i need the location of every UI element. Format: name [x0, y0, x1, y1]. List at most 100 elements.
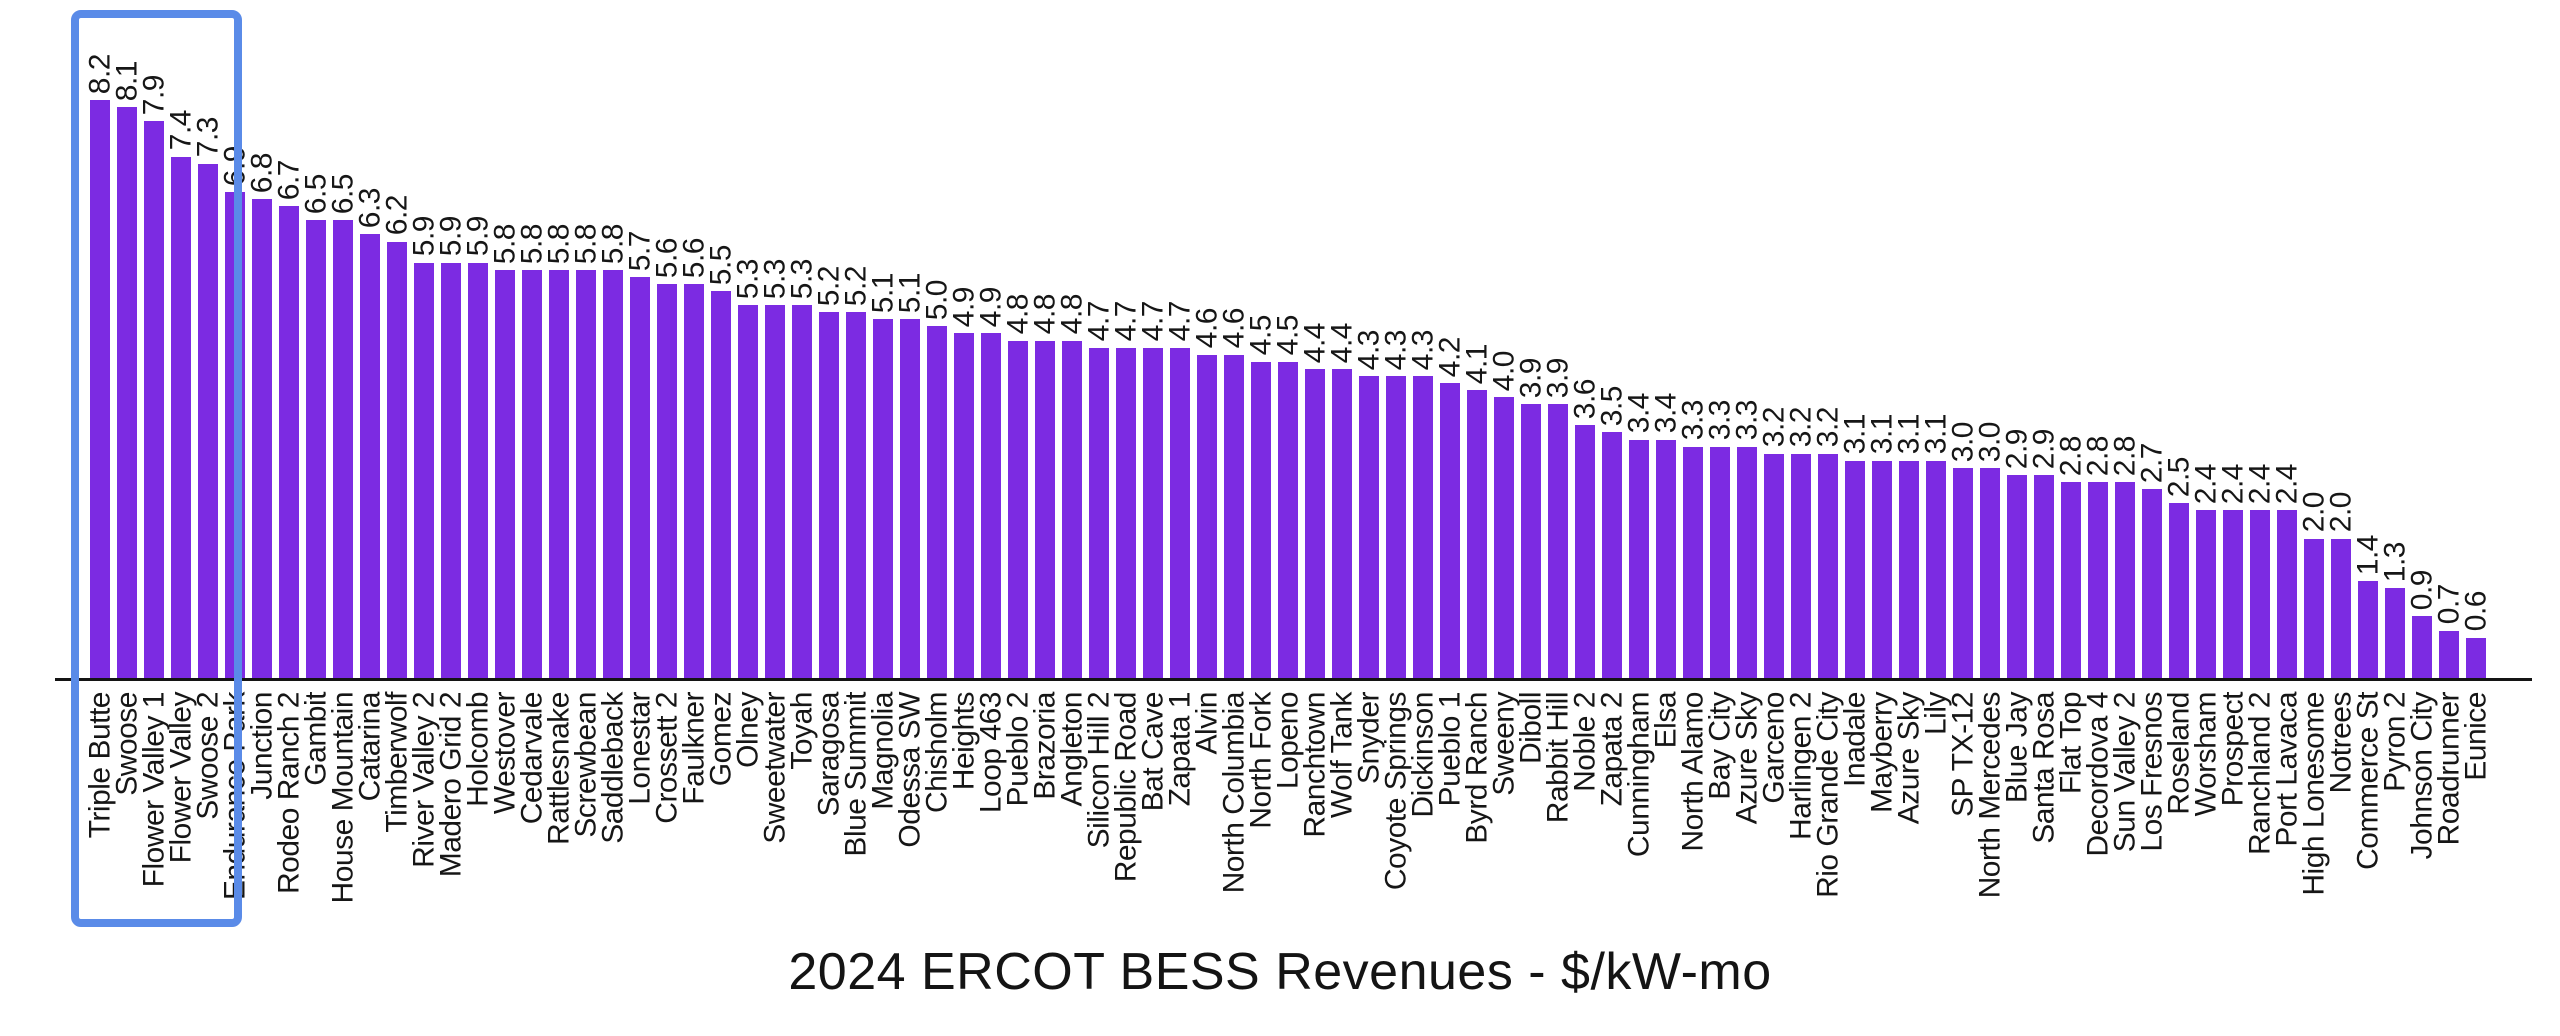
bar-category-label: Inadale: [1838, 692, 1872, 787]
bar-category-label: Eunice: [2459, 692, 2493, 781]
bar-slot: 2.8 Sun Valley 2: [2109, 100, 2142, 852]
bar-category-label: Zapata 1: [1163, 692, 1197, 807]
bar-value-label: 5.6: [650, 237, 684, 278]
bar-slot: 5.6 Faulkner: [678, 100, 711, 805]
bar: 3.3: [1731, 400, 1764, 680]
bar-slot: 2.0 Notrees: [2325, 100, 2358, 793]
bar: 4.5: [1272, 315, 1305, 680]
bar-value-label: 4.2: [1433, 336, 1467, 377]
bar: 3.6: [1569, 379, 1602, 680]
bar-value-label: 3.2: [1784, 407, 1818, 448]
bar: 5.0: [921, 280, 954, 680]
bar-category-label: River Valley 2: [407, 692, 441, 868]
bar-value-label: 2.4: [2270, 463, 2304, 505]
bar-value-label: 3.1: [1838, 414, 1872, 455]
bar-category-label: Azure Sky: [1730, 692, 1764, 825]
bar-value-label: 5.1: [893, 273, 927, 314]
bar-value-label: 4.9: [947, 287, 981, 328]
bar-category-label: Screwbean: [569, 692, 603, 838]
bar: 4.6: [1218, 308, 1251, 680]
bar-value-label: 5.7: [623, 230, 657, 271]
bar-slot: 3.5 Zapata 2: [1596, 100, 1629, 806]
bar-category-label: Johnson City: [2405, 692, 2439, 860]
bar-category-label: Loop 463: [974, 692, 1008, 814]
bar-category-label: High Lonesome: [2297, 692, 2331, 896]
bar: 2.5: [2163, 457, 2196, 680]
bar-value-label: 4.8: [1055, 294, 1089, 335]
bar-category-label: Coyote Springs: [1379, 692, 1413, 891]
bar-category-label: Toyah: [785, 692, 819, 770]
bar: 5.2: [840, 266, 873, 680]
bar-value-label: 4.0: [1487, 350, 1521, 392]
bar-slot: 4.4 Ranchtown: [1299, 100, 1332, 838]
bar-category-label: Lily: [1919, 692, 1953, 736]
bar-slot: 5.7 Lonestar: [624, 100, 657, 805]
bar-category-label: North Columbia: [1217, 692, 1251, 894]
bar-category-label: House Mountain: [326, 692, 360, 904]
bar-category-label: Cunningham: [1622, 692, 1656, 858]
bar: 5.8: [516, 224, 549, 680]
bar: 4.7: [1137, 301, 1170, 680]
bar-slot: 3.4 Elsa: [1650, 100, 1683, 748]
bar: 5.6: [678, 238, 711, 680]
bar-value-label: 5.9: [434, 216, 468, 257]
bar-slot: 6.8 Junction: [246, 100, 279, 800]
bar-slot: 2.4 Port Lavaca: [2271, 100, 2304, 847]
bar-slot: 3.3 Azure Sky: [1731, 100, 1764, 824]
bar-category-label: Byrd Ranch: [1460, 692, 1494, 844]
bar-category-label: Rattlesnake: [542, 692, 576, 845]
bar-slot: 2.8 Flat Top: [2055, 100, 2088, 794]
bar-slot: 4.7 Silicon Hill 2: [1083, 100, 1116, 848]
bar-value-label: 6.8: [245, 152, 279, 193]
bar-category-label: Dickinson: [1406, 692, 1440, 818]
bar-category-label: North Fork: [1244, 692, 1278, 829]
bar: 2.8: [2055, 436, 2088, 680]
bar-category-label: Flat Top: [2054, 692, 2088, 795]
bar-value-label: 2.4: [2189, 463, 2223, 505]
bar-slot: 5.1 Magnolia: [867, 100, 900, 810]
bar-category-label: Rabbit Hill: [1541, 692, 1575, 824]
bar: 5.9: [435, 216, 468, 680]
bar: 4.9: [975, 287, 1008, 680]
bar-value-label: 5.8: [488, 223, 522, 264]
bar-slot: 3.2 Rio Grande City: [1812, 100, 1845, 897]
bar-slot: 3.4 Cunningham: [1623, 100, 1656, 857]
bar: 6.5: [300, 174, 333, 680]
bar-slot: 2.9 Santa Rosa: [2028, 100, 2061, 844]
bar-category-label: Odessa SW: [893, 692, 927, 848]
bar-value-label: 6.3: [353, 188, 387, 229]
bar-category-label: Lonestar: [623, 692, 657, 805]
bar-slot: 3.0 SP TX-12: [1947, 100, 1980, 817]
bar-slot: 6.2 Timberwolf: [381, 100, 414, 832]
bar-value-label: 4.3: [1379, 329, 1413, 370]
bar-slot: 3.1 Lily: [1920, 100, 1953, 735]
bar: 2.8: [2109, 436, 2142, 680]
bar-value-label: 2.8: [2081, 435, 2115, 476]
bar-value-label: 2.9: [2027, 428, 2061, 469]
bar-category-label: Holcomb: [461, 692, 495, 807]
bar: 2.9: [2028, 429, 2061, 680]
chart-title: 2024 ERCOT BESS Revenues - $/kW-mo: [788, 943, 1772, 1001]
bar-value-label: 5.0: [920, 280, 954, 321]
bar-category-label: Rio Grande City: [1811, 692, 1845, 898]
bar-value-label: 2.0: [2297, 492, 2331, 533]
bar-slot: 2.0 High Lonesome: [2298, 100, 2331, 895]
bar-value-label: 4.8: [1001, 294, 1035, 335]
bar-value-label: 4.5: [1271, 315, 1305, 356]
bar-category-label: Decordova 4: [2081, 692, 2115, 857]
bar-value-label: 5.5: [704, 244, 738, 285]
bar-category-label: Roadrunner: [2432, 692, 2466, 846]
bar-slot: 7.9 Flower Valley 1: [138, 75, 171, 887]
bar: 1.4: [2352, 535, 2385, 680]
bar: 4.2: [1434, 337, 1467, 680]
bar-value-label: 4.6: [1217, 308, 1251, 349]
bar: 1.3: [2379, 542, 2412, 680]
bar-value-label: 5.3: [785, 258, 819, 300]
bar: 6.8: [246, 153, 279, 680]
bar-category-label: Faulkner: [677, 692, 711, 805]
bar-value-label: 4.8: [1028, 294, 1062, 335]
bar-value-label: 4.7: [1109, 301, 1143, 342]
bar-value-label: 3.1: [1892, 414, 1926, 455]
bar-value-label: 2.7: [2135, 442, 2169, 483]
